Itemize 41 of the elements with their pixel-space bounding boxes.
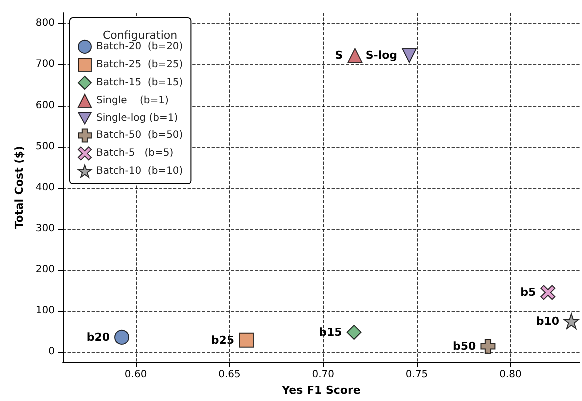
x-axis-title: Yes F1 Score	[281, 384, 361, 397]
legend-label: Batch-50 (b=50)	[96, 130, 184, 142]
legend-label: Batch-20 (b=20)	[96, 42, 184, 52]
y-tick-label: 400	[36, 182, 55, 194]
legend-label: Batch-15 (b=15)	[96, 78, 184, 88]
point	[114, 330, 130, 345]
x-tick-label: 0.65	[218, 370, 241, 381]
point	[564, 313, 580, 330]
annotation: b25	[211, 334, 235, 347]
point	[540, 285, 556, 300]
point	[348, 48, 363, 64]
y-axis-title: Total Cost ($)	[13, 146, 26, 229]
y-tick-label: 500	[36, 141, 55, 152]
annotation: b5	[520, 286, 536, 300]
annotation: b15	[319, 326, 342, 340]
x-tick-label: 0.70	[312, 370, 335, 381]
y-tick-label: 600	[36, 100, 55, 112]
annotation: S-log	[366, 49, 398, 62]
y-tick-label: 700	[36, 59, 55, 70]
y-tick-label: 0	[48, 346, 55, 358]
y-tick-label: 100	[36, 306, 55, 317]
annotation: b10	[536, 314, 560, 328]
legend-title: Configuration	[103, 29, 178, 42]
y-tick-label: 300	[36, 224, 55, 235]
y-tick-label: 800	[36, 18, 55, 30]
x-tick-label: 0.75	[406, 370, 428, 381]
y-tick-label: 200	[36, 264, 55, 276]
point	[480, 338, 496, 354]
point	[239, 332, 254, 348]
legend-label: Single (b=1)	[96, 96, 169, 106]
point	[346, 325, 362, 340]
x-tick-label: 0.80	[500, 370, 522, 381]
point	[402, 48, 418, 64]
x-tick-label: 0.60	[124, 370, 148, 381]
legend-label: Batch-25 (b=25)	[96, 60, 184, 70]
annotation: b50	[453, 340, 477, 353]
legend-label: Batch-10 (b=10)	[96, 166, 184, 177]
annotation: S	[335, 49, 344, 62]
legend-label: Single-log (b=1)	[96, 112, 178, 124]
legend-label: Batch-5 (b=5)	[96, 148, 174, 160]
annotation: b20	[86, 330, 110, 344]
